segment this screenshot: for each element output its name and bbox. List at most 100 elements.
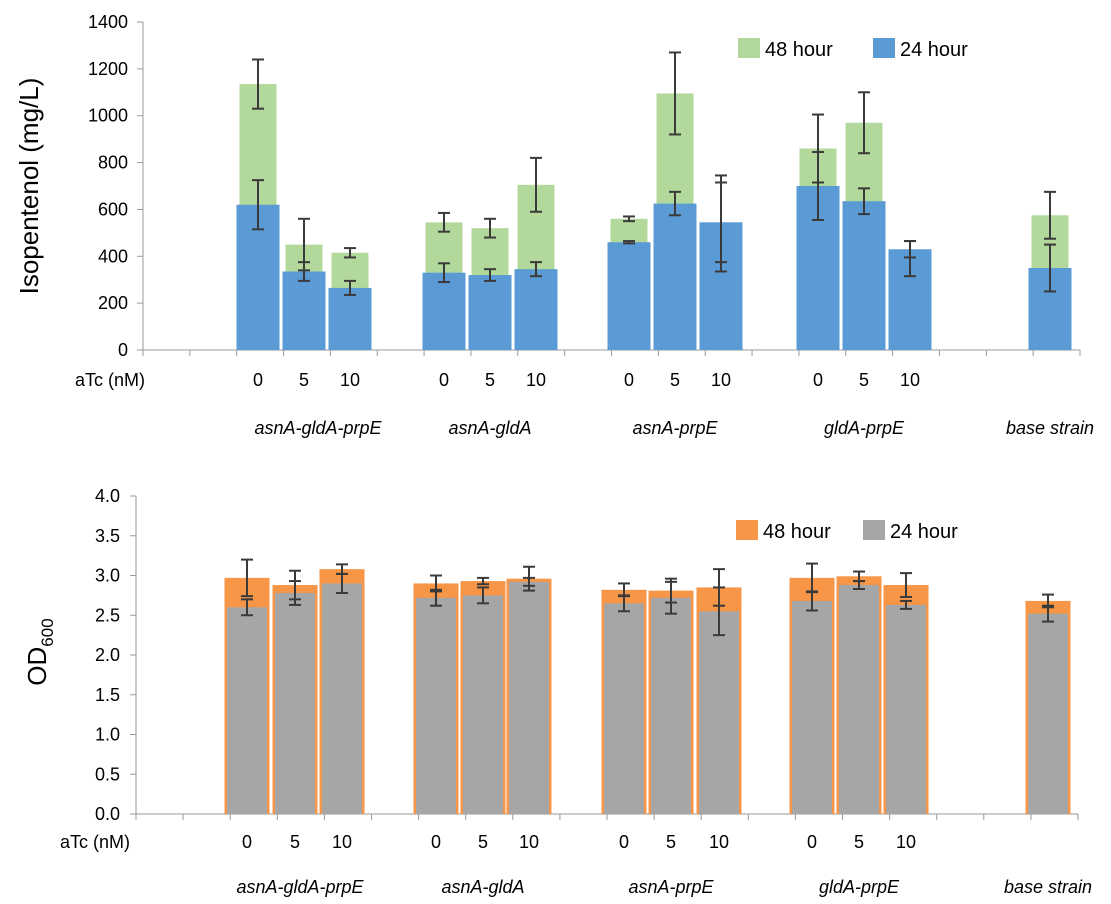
category-label: 5: [854, 832, 864, 852]
x-axis-label: aTc (nM): [60, 832, 130, 852]
bar-24-hour: [463, 595, 503, 814]
category-label: 5: [478, 832, 488, 852]
bar-24-hour: [328, 287, 372, 350]
bar-24-hour: [651, 597, 691, 814]
bar-24-hour: [653, 203, 697, 350]
error-bar-24-hour: [298, 261, 310, 282]
y-tick-label: 1.5: [95, 685, 120, 705]
bar-24-hour: [607, 242, 651, 350]
y-tick-label: 1.0: [95, 725, 120, 745]
error-bar-24-hour: [812, 151, 824, 221]
legend-swatch: [736, 520, 758, 540]
bar-24-hour: [792, 600, 832, 814]
category-label: 0: [431, 832, 441, 852]
group-label: base strain: [1004, 877, 1092, 897]
legend-swatch: [863, 520, 885, 540]
error-bar-24-hour: [900, 599, 912, 610]
category-label: 0: [253, 370, 263, 390]
y-tick-label: 0.5: [95, 764, 120, 784]
bar-24-hour: [468, 275, 512, 350]
error-bar-48-hour: [530, 156, 542, 213]
bar-24-hour: [842, 201, 886, 350]
category-label: 10: [332, 832, 352, 852]
group-label: gldA-prpE: [819, 877, 900, 897]
category-label: 10: [526, 370, 546, 390]
y-axis-label-main: OD: [22, 647, 52, 686]
bar-24-hour: [1028, 613, 1068, 814]
error-bar-48-hour: [484, 217, 496, 239]
bar-24-hour: [416, 597, 456, 814]
error-bar-24-hour: [665, 580, 677, 615]
category-label: 10: [900, 370, 920, 390]
x-axis-label: aTc (nM): [75, 370, 145, 390]
error-bar-24-hour: [618, 594, 630, 613]
category-label: 5: [859, 370, 869, 390]
y-tick-label: 3.0: [95, 566, 120, 586]
category-label: 10: [709, 832, 729, 852]
y-tick-label: 1200: [88, 59, 128, 79]
group-label: asnA-gldA: [441, 877, 524, 897]
bar-24-hour: [839, 585, 879, 814]
group-label: asnA-prpE: [632, 418, 718, 438]
error-bar-48-hour: [252, 58, 264, 110]
error-bar-24-hour: [430, 588, 442, 607]
category-label: 0: [242, 832, 252, 852]
category-label: 0: [813, 370, 823, 390]
error-bar-48-hour: [477, 576, 489, 586]
y-tick-label: 0: [118, 340, 128, 360]
error-bar-48-hour: [1044, 190, 1056, 240]
legend-swatch: [873, 38, 895, 58]
legend-label: 24 hour: [890, 521, 958, 543]
bar-24-hour: [604, 603, 644, 814]
error-bar-48-hour: [669, 51, 681, 136]
group-label: asnA-gldA-prpE: [254, 418, 382, 438]
bar-24-hour: [886, 604, 926, 814]
error-bar-24-hour: [241, 598, 253, 617]
bar-24-hour: [509, 581, 549, 814]
category-label: 5: [290, 832, 300, 852]
error-bar-48-hour: [344, 247, 356, 259]
category-label: 10: [896, 832, 916, 852]
error-bar-24-hour: [713, 586, 725, 637]
bar-24-hour: [514, 269, 558, 350]
error-bar-48-hour: [623, 215, 635, 223]
error-bar-24-hour: [1044, 243, 1056, 293]
y-tick-label: 800: [98, 153, 128, 173]
error-bar-24-hour: [523, 576, 535, 587]
error-bar-24-hour: [853, 580, 865, 591]
legend-swatch: [738, 38, 760, 58]
group-label: asnA-gldA: [448, 418, 531, 438]
error-bar-24-hour: [623, 240, 635, 245]
bar-24-hour: [227, 607, 267, 814]
bar-24-hour: [275, 592, 315, 814]
group-label: asnA-gldA-prpE: [236, 877, 364, 897]
error-bar-48-hour: [438, 211, 450, 233]
y-tick-label: 3.5: [95, 526, 120, 546]
error-bar-24-hour: [336, 572, 348, 594]
category-label: 0: [439, 370, 449, 390]
y-axis-label: OD600: [22, 618, 57, 685]
bar-24-hour: [699, 611, 739, 814]
category-label: 5: [666, 832, 676, 852]
bar-24-hour: [422, 272, 466, 350]
group-label: gldA-prpE: [824, 418, 905, 438]
y-tick-label: 200: [98, 293, 128, 313]
y-tick-label: 2.5: [95, 605, 120, 625]
category-label: 0: [624, 370, 634, 390]
category-label: 10: [340, 370, 360, 390]
bar-24-hour: [322, 583, 362, 814]
category-label: 10: [711, 370, 731, 390]
group-label: asnA-prpE: [628, 877, 714, 897]
error-bar-48-hour: [900, 572, 912, 598]
category-label: 0: [807, 832, 817, 852]
error-bar-24-hour: [477, 586, 489, 605]
category-label: 0: [619, 832, 629, 852]
y-tick-label: 1000: [88, 106, 128, 126]
error-bar-48-hour: [858, 91, 870, 155]
y-tick-label: 400: [98, 246, 128, 266]
bar-24-hour: [282, 271, 326, 350]
error-bar-24-hour: [252, 179, 264, 231]
y-tick-label: 600: [98, 199, 128, 219]
error-bar-24-hour: [715, 181, 727, 264]
